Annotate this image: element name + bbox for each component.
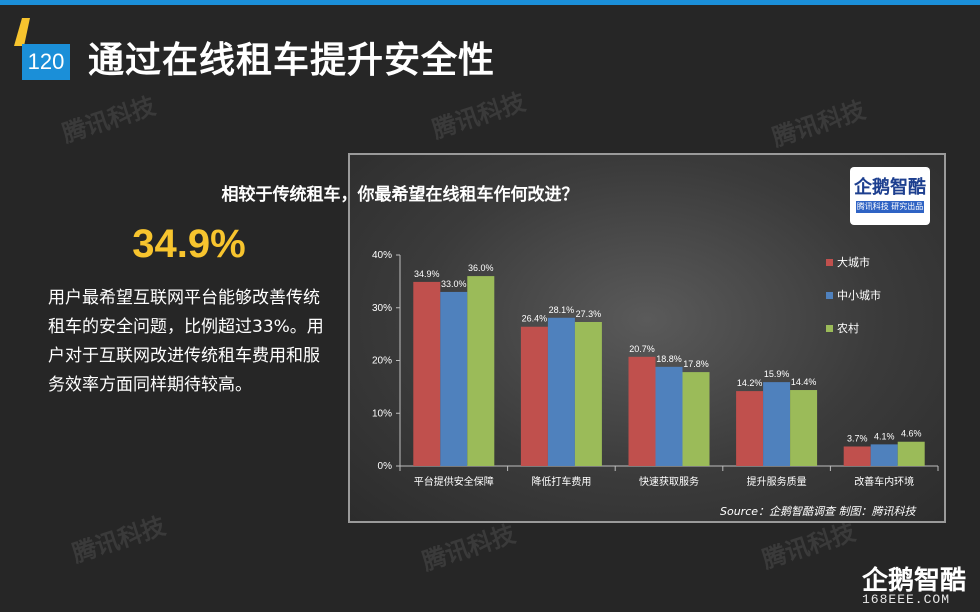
bar xyxy=(682,372,710,466)
watermark-text: 腾讯科技 xyxy=(428,87,529,145)
y-tick-label: 30% xyxy=(372,303,392,314)
data-label: 14.2% xyxy=(737,378,763,388)
x-category-label: 改善车内环境 xyxy=(854,475,914,488)
data-label: 26.4% xyxy=(522,314,548,324)
legend-swatch xyxy=(826,325,833,332)
bar xyxy=(843,446,871,466)
chart-title: 相较于传统租车，你最希望在线租车作何改进？ xyxy=(221,185,579,205)
bar xyxy=(736,391,764,466)
bar xyxy=(574,321,602,466)
source-note: Source：企鹅智酷调查 制图：腾讯科技 xyxy=(720,505,916,518)
bar xyxy=(547,317,575,466)
watermark-text: 腾讯科技 xyxy=(418,519,519,577)
y-tick-label: 0% xyxy=(378,461,393,472)
page-number: 120 xyxy=(27,49,65,74)
bar xyxy=(413,281,441,466)
bar xyxy=(790,390,818,466)
data-label: 33.0% xyxy=(441,279,467,289)
y-tick-label: 20% xyxy=(372,356,392,367)
chart-brand-subtitle: 腾讯科技 研究出品 xyxy=(856,202,924,211)
bar xyxy=(440,291,468,466)
bar xyxy=(655,366,683,466)
site-watermark: 168EEE.COM xyxy=(862,592,951,607)
bar xyxy=(897,441,925,466)
top-accent-bar xyxy=(0,0,980,5)
highlight-percentage: 34.9% xyxy=(132,222,246,266)
data-label: 36.0% xyxy=(468,263,494,273)
legend-label: 中小城市 xyxy=(837,288,881,302)
bar-chart: 0% 10% 20% 30% 40% 34.9%33.0%36.0% 平台提供安全保障 26.… xyxy=(372,250,939,488)
x-category-label: 降低打车费用 xyxy=(531,475,591,488)
highlight-description: 用户最希望互联网平台能够改善传统租车的安全问题，比例超过33%。用户对于互联网改… xyxy=(48,288,324,395)
data-label: 17.8% xyxy=(683,359,709,369)
data-label: 4.1% xyxy=(874,431,895,441)
y-tick-label: 10% xyxy=(372,408,392,419)
footer-brand-logo: 企鹅智酷 xyxy=(862,566,967,596)
data-label: 4.6% xyxy=(901,429,922,439)
watermark-text: 腾讯科技 xyxy=(58,91,159,149)
x-category-label: 快速获取服务 xyxy=(639,475,699,488)
bar xyxy=(628,356,656,466)
data-label: 34.9% xyxy=(414,269,440,279)
bar xyxy=(763,382,791,466)
page-number-badge xyxy=(22,44,70,80)
watermark-text: 腾讯科技 xyxy=(768,95,869,153)
data-label: 27.3% xyxy=(576,309,602,319)
data-label: 3.7% xyxy=(847,433,868,443)
legend-label: 大城市 xyxy=(837,255,870,269)
bar xyxy=(870,444,898,466)
y-tick-label: 40% xyxy=(372,250,392,261)
bar xyxy=(467,276,495,466)
page-tab-icon xyxy=(14,18,30,46)
chart-brand-strip xyxy=(856,201,924,213)
data-label: 14.4% xyxy=(791,377,817,387)
watermark-text: 腾讯科技 xyxy=(68,511,169,569)
legend-label: 农村 xyxy=(837,321,859,335)
chart-brand-name: 企鹅智酷 xyxy=(854,177,926,198)
data-label: 15.9% xyxy=(764,369,790,379)
data-label: 28.1% xyxy=(549,305,575,315)
bar xyxy=(520,326,548,466)
page-title: 通过在线租车提升安全性 xyxy=(88,40,496,81)
legend-swatch xyxy=(826,259,833,266)
chart-brand-logo: 企鹅智酷 腾讯科技 研究出品 xyxy=(850,167,930,225)
x-category-label: 平台提供安全保障 xyxy=(414,475,494,488)
legend-swatch xyxy=(826,292,833,299)
data-label: 20.7% xyxy=(629,344,655,354)
data-label: 18.8% xyxy=(656,354,682,364)
x-category-label: 提升服务质量 xyxy=(747,475,807,488)
